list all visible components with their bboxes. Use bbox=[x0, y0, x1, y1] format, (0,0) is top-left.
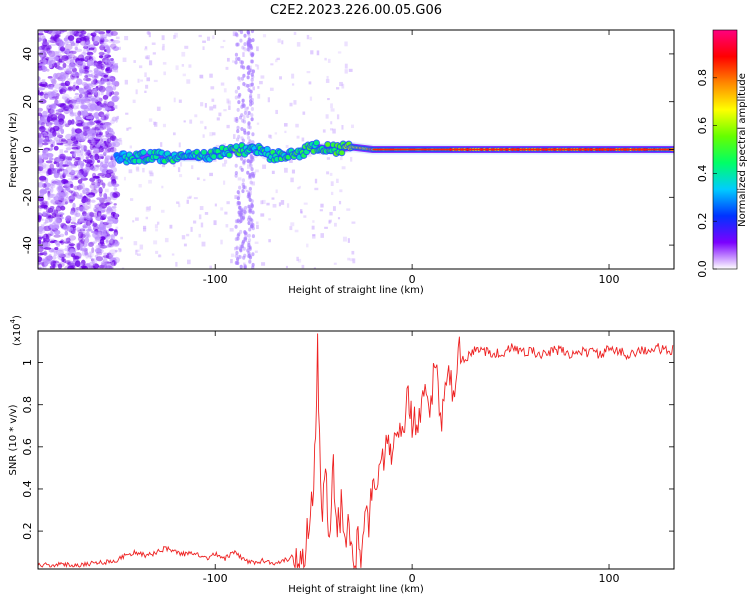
spectrogram-signal bbox=[113, 139, 674, 166]
colorbar: 0.0 0.2 0.4 0.6 0.8 Normalized spectral ampl… bbox=[696, 29, 748, 278]
x-tick-label: 0 bbox=[409, 273, 416, 286]
spectrogram-noise bbox=[38, 30, 356, 269]
snr-panel: -100 0 100 0.2 0.4 0.6 0.8 1 Height of straigh… bbox=[8, 315, 675, 595]
y-tick-label: 1 bbox=[21, 359, 34, 366]
spectrogram-image bbox=[38, 30, 674, 269]
snr-frame bbox=[37, 330, 675, 570]
colorbar-frame bbox=[712, 29, 738, 270]
y-tick-label: 20 bbox=[21, 95, 34, 109]
colorbar-tick-label: 0.2 bbox=[696, 212, 709, 230]
snr-x-label: Height of straight line (km) bbox=[288, 584, 424, 595]
y-tick-label: -20 bbox=[21, 188, 34, 206]
colorbar-label: Normalized spectral amplitude bbox=[737, 73, 748, 227]
colorbar-tick-label: 0.8 bbox=[696, 69, 709, 87]
y-tick-label: 0.2 bbox=[21, 522, 34, 540]
y-tick-label: 0.8 bbox=[21, 396, 34, 414]
spectrogram-y-ticks: -40 -20 0 20 40 bbox=[21, 47, 674, 254]
snr-x-ticks: -100 0 100 bbox=[203, 331, 620, 585]
colorbar-tick-label: 0.4 bbox=[696, 165, 709, 183]
snr-series-line bbox=[37, 333, 674, 570]
spectrogram-panel: -100 0 100 -40 -20 0 20 40 Height of straight … bbox=[8, 29, 675, 296]
colorbar-gradient bbox=[713, 30, 737, 269]
snr-y-multiplier: (x104) bbox=[9, 315, 23, 346]
spectrogram-x-ticks: -100 0 100 bbox=[203, 30, 620, 286]
snr-y-ticks: 0.2 0.4 0.6 0.8 1 bbox=[21, 359, 674, 540]
colorbar-tick-label: 0.6 bbox=[696, 117, 709, 135]
colorbar-ticks: 0.0 0.2 0.4 0.6 0.8 bbox=[696, 69, 717, 278]
y-tick-label: 0.4 bbox=[21, 480, 34, 498]
snr-y-label: SNR (10 * v/v) bbox=[8, 404, 19, 475]
y-tick-label: 40 bbox=[21, 47, 34, 61]
spectrogram-y-label: Frequency (Hz) bbox=[8, 112, 19, 188]
x-tick-label: -100 bbox=[203, 572, 228, 585]
y-tick-label: -40 bbox=[21, 236, 34, 254]
x-tick-label: 100 bbox=[599, 273, 620, 286]
x-tick-label: -100 bbox=[203, 273, 228, 286]
figure-title: C2E2.2023.226.00.05.G06 bbox=[270, 3, 442, 18]
x-tick-label: 100 bbox=[599, 572, 620, 585]
spectrogram-x-label: Height of straight line (km) bbox=[288, 285, 424, 296]
y-tick-label: 0.6 bbox=[21, 438, 34, 456]
colorbar-tick-label: 0.0 bbox=[696, 260, 709, 278]
y-tick-label: 0 bbox=[21, 146, 34, 153]
x-tick-label: 0 bbox=[409, 572, 416, 585]
